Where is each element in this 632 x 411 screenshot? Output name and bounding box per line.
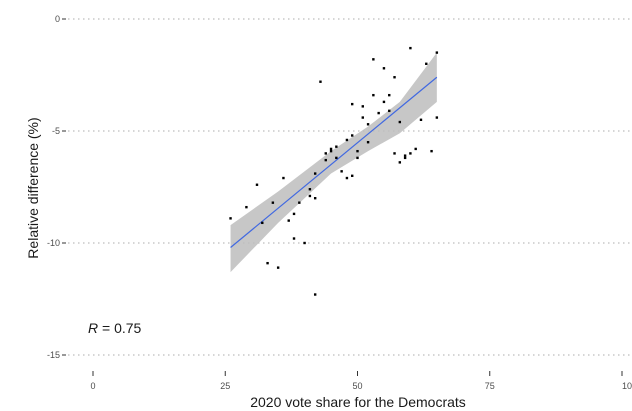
data-point — [425, 62, 428, 65]
data-point — [340, 170, 343, 173]
data-point — [430, 149, 433, 153]
data-point — [324, 152, 327, 155]
data-point — [398, 161, 402, 164]
y-tick-label: 0 — [55, 14, 60, 24]
data-point — [393, 76, 396, 79]
data-point — [403, 154, 407, 157]
data-point — [382, 100, 386, 104]
data-point — [329, 147, 333, 151]
data-point — [351, 134, 354, 137]
data-point — [335, 156, 338, 160]
x-axis-ticks: 0 25 50 75 10 — [90, 371, 632, 391]
data-point — [229, 217, 232, 220]
data-point — [361, 116, 364, 119]
data-point — [319, 80, 322, 83]
y-tick-label: -10 — [47, 238, 60, 248]
data-point — [382, 67, 386, 70]
data-point — [419, 118, 423, 121]
y-axis-ticks: 0 -5 -10 -15 — [47, 14, 66, 360]
data-point — [282, 176, 285, 180]
r-value: = 0.75 — [98, 320, 141, 336]
fit-line — [230, 76, 438, 248]
data-point — [377, 111, 380, 115]
data-point — [298, 201, 301, 204]
data-point — [414, 147, 417, 151]
data-point — [271, 201, 275, 204]
data-point — [276, 266, 280, 269]
data-point — [351, 102, 354, 106]
data-points — [229, 46, 439, 296]
y-tick-label: -15 — [47, 350, 60, 360]
data-point — [366, 123, 370, 126]
data-point — [313, 197, 317, 200]
data-point — [356, 149, 359, 153]
data-point — [388, 109, 391, 113]
data-point — [266, 261, 269, 265]
data-point — [409, 152, 412, 155]
x-tick-label: 10 — [622, 381, 632, 391]
data-point — [313, 172, 317, 175]
data-point — [345, 176, 349, 180]
x-tick-label: 50 — [352, 381, 362, 391]
data-point — [372, 93, 375, 97]
regression-line — [230, 76, 438, 248]
data-point — [366, 141, 370, 144]
r-symbol: R — [88, 320, 98, 336]
data-point — [435, 116, 439, 119]
data-point — [292, 212, 296, 216]
data-point — [287, 219, 290, 222]
data-point — [361, 105, 364, 108]
data-point — [388, 93, 391, 97]
data-point — [245, 205, 248, 209]
data-point — [393, 152, 396, 155]
y-tick-label: -5 — [52, 126, 60, 136]
data-point — [351, 174, 354, 177]
data-point — [261, 221, 264, 225]
data-point — [356, 156, 359, 160]
data-point — [335, 145, 338, 148]
data-point — [329, 149, 333, 153]
data-point — [345, 138, 349, 142]
data-point — [403, 156, 407, 160]
data-point — [398, 120, 402, 124]
x-axis-title: 2020 vote share for the Democrats — [250, 394, 466, 410]
data-point — [308, 194, 312, 198]
data-point — [313, 293, 317, 296]
data-point — [409, 46, 412, 50]
data-point — [292, 237, 296, 240]
data-point — [324, 158, 327, 162]
data-point — [372, 58, 375, 61]
grid-lines — [68, 18, 632, 356]
correlation-annotation: R = 0.75 — [88, 320, 142, 336]
y-axis-title: Relative difference (%) — [25, 117, 41, 258]
data-point — [308, 188, 312, 191]
x-tick-label: 75 — [485, 381, 495, 391]
x-tick-label: 0 — [90, 381, 95, 391]
data-point — [435, 51, 439, 54]
data-point — [303, 241, 306, 245]
x-tick-label: 25 — [220, 381, 230, 391]
data-point — [255, 183, 259, 186]
